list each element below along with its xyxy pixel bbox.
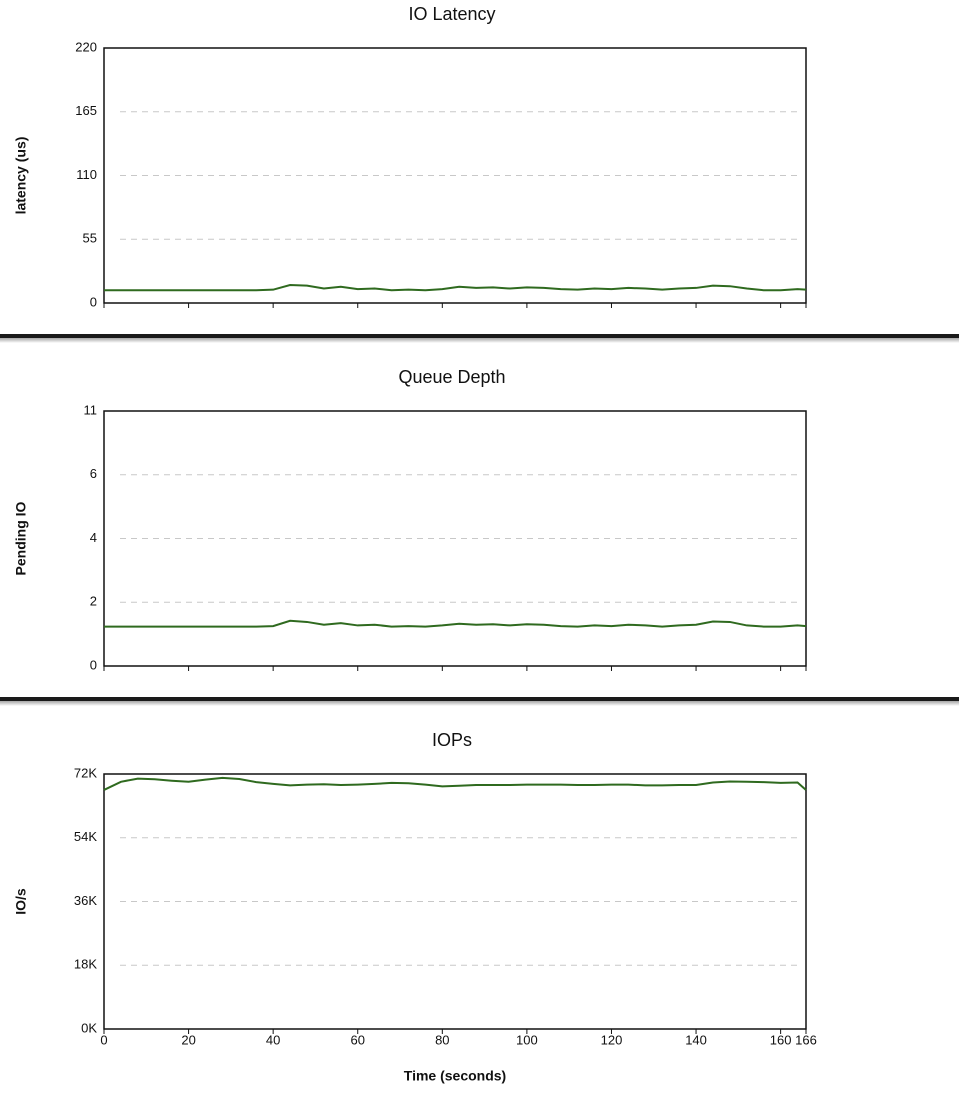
separator <box>0 697 959 701</box>
y-tick-label: 4 <box>90 530 97 545</box>
separator-shadow <box>0 338 959 343</box>
chart-title: IOPs <box>432 730 472 750</box>
x-tick-label: 80 <box>435 1032 449 1047</box>
y-tick-label: 54K <box>74 829 97 844</box>
y-tick-label: 72K <box>74 765 97 780</box>
chart-title: IO Latency <box>408 4 495 24</box>
chart-title: Queue Depth <box>398 367 505 387</box>
x-tick-label: 40 <box>266 1032 280 1047</box>
data-line <box>104 284 807 292</box>
plot-frame <box>103 410 807 667</box>
x-tick-label: 100 <box>516 1032 538 1047</box>
x-tick-label: 160 <box>770 1032 792 1047</box>
y-tick-label: 55 <box>83 231 97 246</box>
separator-shadow <box>0 701 959 706</box>
y-tick-label: 18K <box>74 957 97 972</box>
y-tick-label: 0 <box>90 657 97 672</box>
y-tick-label: 0K <box>81 1020 97 1035</box>
x-tick-label: 60 <box>351 1032 365 1047</box>
data-line <box>104 619 807 628</box>
x-tick-label: 166 <box>795 1032 817 1047</box>
data-line <box>103 776 807 791</box>
y-tick-label: 165 <box>75 103 97 118</box>
y-axis-title: latency (us) <box>13 137 29 215</box>
y-tick-label: 110 <box>76 167 97 182</box>
y-axis-title: IO/s <box>13 888 29 915</box>
y-tick-label: 2 <box>90 594 97 609</box>
plot-frame <box>103 773 807 1030</box>
x-axis-title: Time (seconds) <box>404 1068 506 1084</box>
x-tick-label: 120 <box>601 1032 623 1047</box>
x-tick-label: 0 <box>100 1032 107 1047</box>
y-tick-label: 0 <box>90 294 97 309</box>
y-tick-label: 6 <box>90 466 97 481</box>
separator <box>0 334 959 338</box>
x-tick-label: 140 <box>685 1032 707 1047</box>
y-tick-label: 36K <box>74 893 97 908</box>
y-tick-label: 11 <box>84 402 98 417</box>
x-tick-label: 20 <box>181 1032 195 1047</box>
y-axis-title: Pending IO <box>13 501 29 575</box>
plot-frame <box>103 47 807 304</box>
y-tick-label: 220 <box>75 39 97 54</box>
